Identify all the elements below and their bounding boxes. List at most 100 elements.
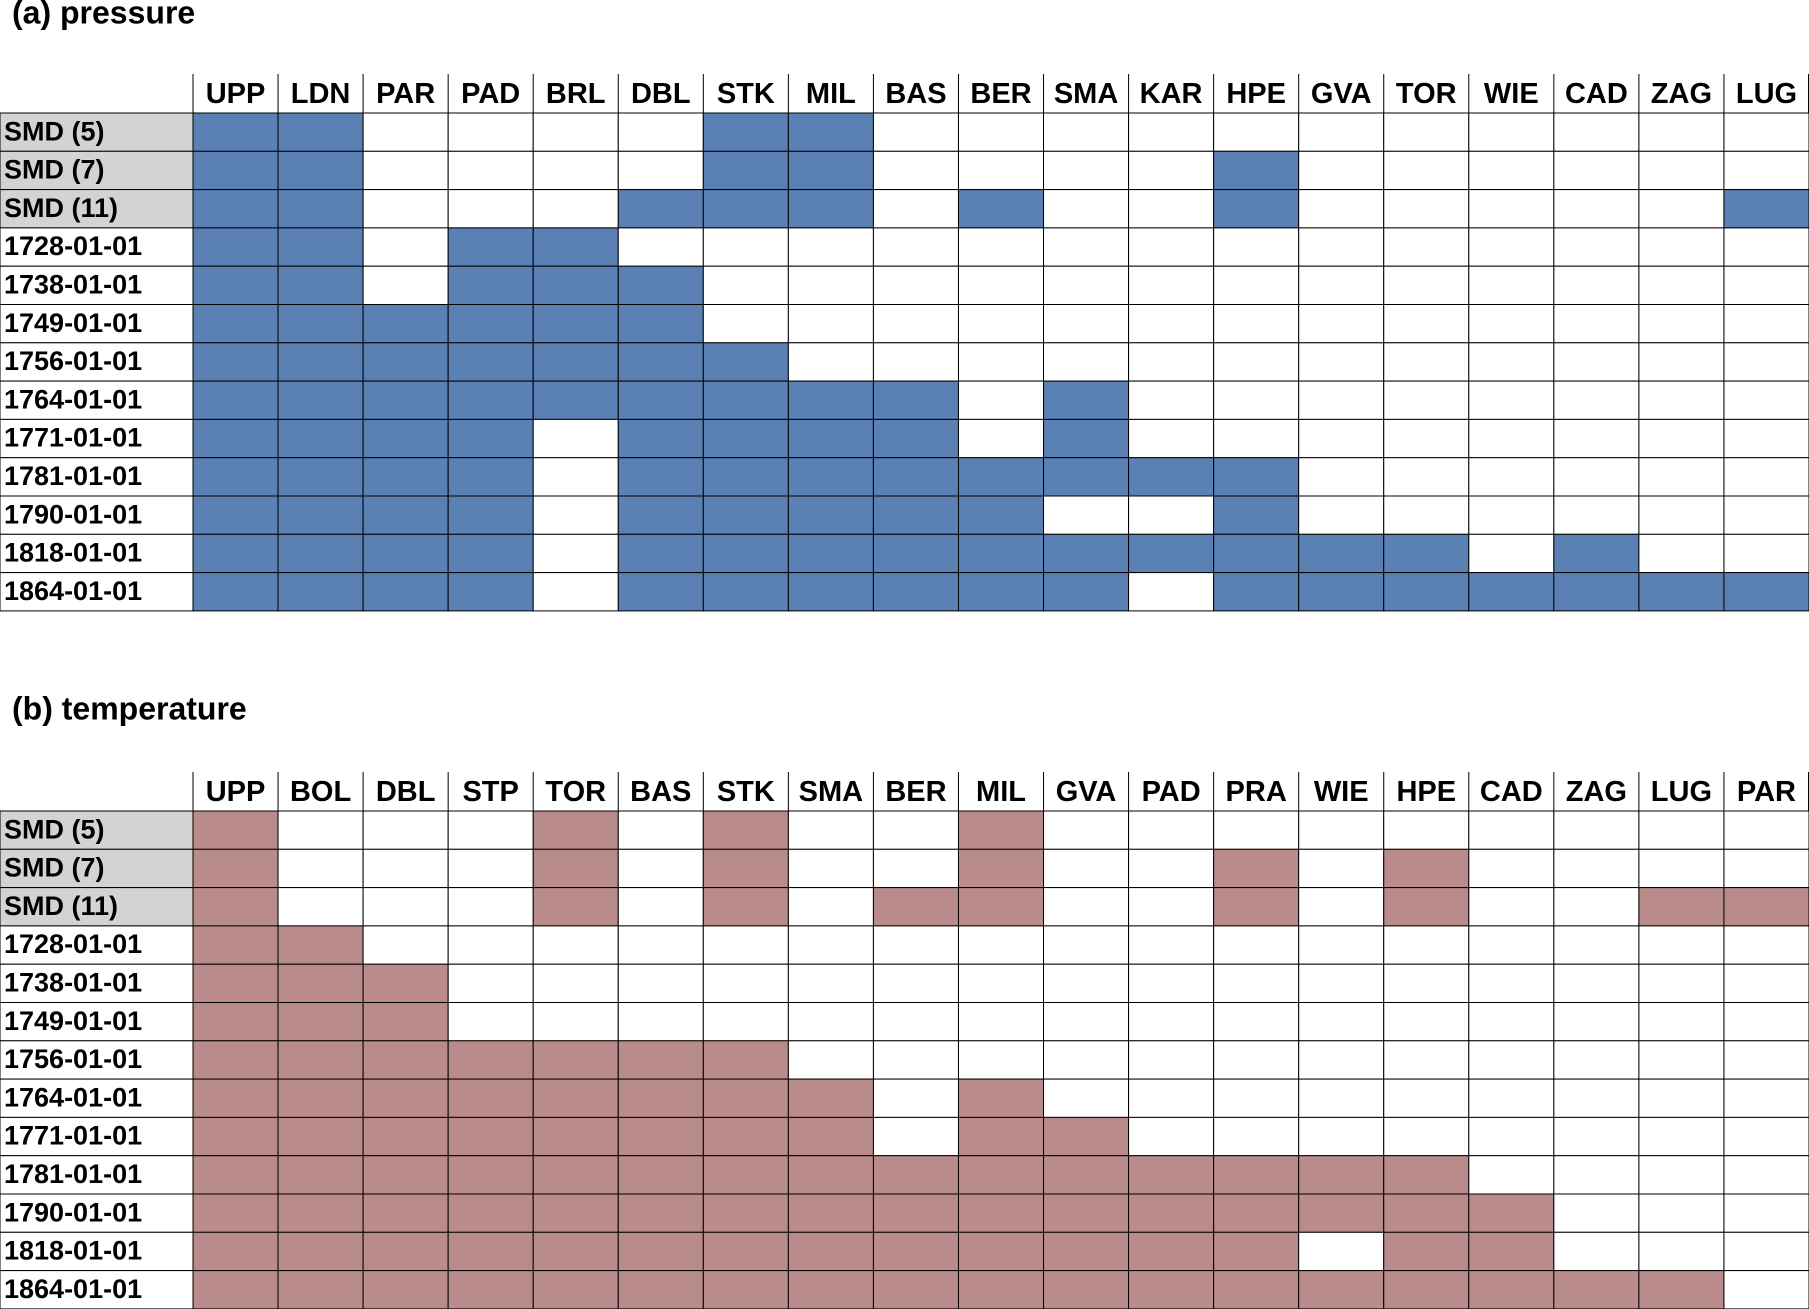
cell (362, 457, 449, 497)
cell (277, 1231, 364, 1272)
cell (957, 227, 1045, 267)
cell (447, 848, 534, 889)
cell (447, 533, 534, 574)
row-label: SMD (7) (4, 853, 105, 883)
cell (1298, 150, 1385, 191)
cell (532, 304, 619, 344)
cell (532, 925, 619, 965)
cell (1468, 189, 1555, 229)
cell (1468, 418, 1555, 459)
cell (1383, 572, 1470, 612)
cell (1638, 227, 1725, 267)
row-label: 1738-01-01 (4, 967, 142, 997)
cell (1553, 189, 1640, 229)
cell (1213, 380, 1300, 420)
row-label-cell (0, 304, 194, 344)
cell (1383, 495, 1470, 535)
cell (1468, 1040, 1555, 1080)
cell (277, 925, 364, 965)
column-header: GVA (1311, 78, 1372, 110)
cell (1128, 572, 1215, 612)
cell (1383, 418, 1470, 459)
cell (1298, 925, 1385, 965)
cell (532, 150, 619, 191)
cell (1043, 1078, 1130, 1118)
row-label-cell (0, 265, 194, 306)
cell (1128, 925, 1215, 965)
cell (787, 457, 874, 497)
cell (1128, 1040, 1215, 1080)
cell (277, 265, 364, 306)
cell (1383, 227, 1470, 267)
cell (957, 265, 1045, 306)
cell (447, 1155, 534, 1195)
cell (957, 572, 1045, 612)
cell (1043, 457, 1130, 497)
cell (1383, 1231, 1470, 1272)
cell (702, 418, 789, 459)
cell (447, 150, 534, 191)
cell (1468, 572, 1555, 612)
column-header: STP (462, 776, 518, 808)
row-label-cell (0, 810, 194, 850)
row-label-cell (0, 963, 194, 1004)
cell (1553, 925, 1640, 965)
cell (447, 112, 534, 152)
cell (1298, 572, 1385, 612)
cell (1213, 963, 1300, 1004)
cell (1468, 887, 1555, 927)
cell (872, 227, 959, 267)
cell (1213, 925, 1300, 965)
cell (1723, 227, 1809, 267)
column-header: SMA (799, 776, 864, 808)
cell (957, 887, 1045, 927)
cell (1213, 418, 1300, 459)
cell (787, 495, 874, 535)
cell (362, 1231, 449, 1272)
cell (872, 1116, 959, 1157)
cell (1638, 848, 1725, 889)
cell (277, 1040, 364, 1080)
cell (1043, 848, 1130, 889)
cell (872, 572, 959, 612)
row-label: 1728-01-01 (4, 929, 142, 959)
column-header: HPE (1396, 776, 1456, 808)
cell (1638, 112, 1725, 152)
cell (617, 1040, 704, 1080)
cell (277, 418, 364, 459)
column-header: PAR (1737, 776, 1796, 808)
cell (1383, 1040, 1470, 1080)
cell (1638, 342, 1725, 382)
cell (1383, 189, 1470, 229)
cell (447, 418, 534, 459)
cell (1128, 1116, 1215, 1157)
cell (362, 265, 449, 306)
cell (957, 1231, 1045, 1272)
cell (192, 572, 279, 612)
column-header: PAR (376, 78, 435, 110)
cell (702, 1193, 789, 1233)
cell (1383, 887, 1470, 927)
cell (1298, 189, 1385, 229)
cell (192, 810, 279, 850)
cell (1383, 1155, 1470, 1195)
row-label: 1756-01-01 (4, 1044, 142, 1074)
cell (192, 265, 279, 306)
cell (1723, 848, 1809, 889)
cell (702, 342, 789, 382)
cell (1213, 572, 1300, 612)
cell (277, 457, 364, 497)
cell (1468, 150, 1555, 191)
cell (617, 189, 704, 229)
cell (532, 1078, 619, 1118)
cell (1723, 925, 1809, 965)
column-header: BAS (630, 776, 691, 808)
cell (1383, 963, 1470, 1004)
row-label: 1781-01-01 (4, 1159, 142, 1189)
cell (702, 1078, 789, 1118)
cell (1043, 112, 1130, 152)
cell (447, 1002, 534, 1042)
cell (1638, 1116, 1725, 1157)
cell (702, 265, 789, 306)
